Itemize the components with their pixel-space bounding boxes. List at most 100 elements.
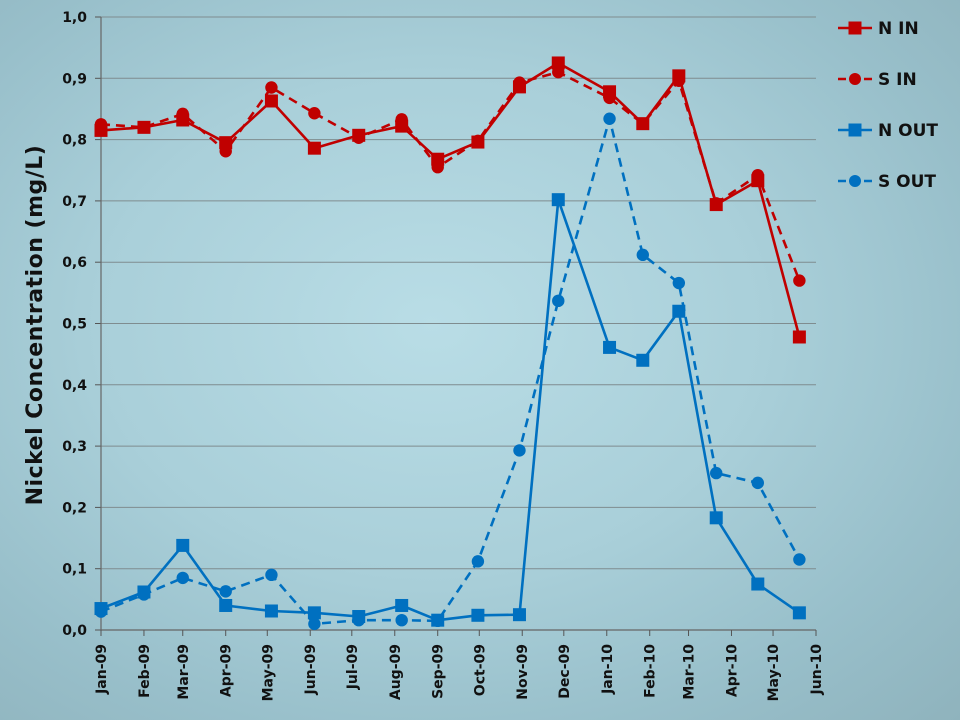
data-point-circle: [603, 112, 616, 125]
data-point-circle: [395, 613, 408, 627]
x-tick-label: Jan-10: [600, 644, 616, 695]
data-point-circle: [176, 571, 189, 585]
y-tick-label: 0,0: [62, 623, 87, 639]
data-point-square: [471, 608, 485, 622]
series-s-in: [94, 65, 806, 287]
x-tick-label: Dec-09: [557, 644, 573, 699]
data-point-circle: [308, 107, 321, 120]
data-point-circle: [513, 76, 526, 89]
y-tick-label: 0,5: [62, 317, 87, 333]
data-point-circle: [603, 91, 616, 105]
data-point-square: [672, 304, 686, 318]
data-point-circle: [471, 134, 485, 148]
legend-item: N OUT: [838, 121, 938, 141]
x-tick-label: Apr-10: [724, 644, 740, 697]
x-tick-label: Jul-09: [345, 644, 361, 690]
y-tick-label: 0,3: [62, 439, 87, 455]
y-tick-label: 0,2: [62, 500, 87, 516]
data-point-circle: [94, 118, 108, 131]
y-axis-label: Nickel Concentration (mg/L): [23, 145, 48, 506]
legend-item: S IN: [838, 70, 917, 90]
y-tick-label: 0,4: [62, 378, 87, 394]
x-tick-label: Sep-09: [431, 644, 447, 699]
series-line: [100, 61, 801, 338]
data-point-circle: [137, 121, 151, 134]
legend-swatch-marker: [849, 175, 861, 187]
y-tick-label: 0,1: [62, 562, 87, 578]
legend-swatch-marker: [849, 73, 861, 85]
data-point-circle: [710, 466, 723, 480]
data-point-circle: [710, 197, 723, 210]
data-point-circle: [352, 131, 365, 144]
data-point-square: [307, 141, 321, 155]
data-point-circle: [137, 588, 151, 601]
x-tick-label: Feb-09: [137, 644, 153, 698]
data-point-circle: [176, 107, 189, 121]
y-tick-label: 0,7: [62, 194, 87, 210]
data-point-square: [792, 606, 806, 620]
data-point-square: [512, 608, 526, 622]
y-tick-label: 0,9: [62, 71, 87, 87]
x-tick-label: Jan-09: [94, 644, 110, 695]
legend-label: N IN: [878, 19, 919, 39]
x-tick-label: Aug-09: [388, 644, 404, 700]
series-line: [100, 70, 801, 282]
data-point-circle: [552, 65, 565, 79]
legend-label: S IN: [878, 70, 917, 90]
series-s-out: [94, 112, 806, 631]
x-tick-label: Jun-10: [809, 644, 825, 696]
series-line: [100, 198, 801, 622]
grid-lines: [101, 16, 816, 570]
series-line: [100, 117, 801, 626]
data-point-square: [551, 56, 565, 70]
legend-swatch-marker: [848, 21, 862, 35]
data-point-circle: [431, 160, 444, 174]
x-tick-label: Mar-09: [176, 644, 192, 700]
data-point-square: [751, 577, 765, 591]
legend-label: N OUT: [878, 121, 938, 141]
data-point-circle: [265, 568, 278, 582]
data-point-circle: [431, 614, 444, 628]
series-n-in: [94, 56, 806, 344]
data-point-circle: [751, 476, 765, 490]
series-layer: [94, 56, 806, 631]
data-point-square: [636, 353, 650, 367]
data-point-circle: [395, 113, 408, 126]
data-point-circle: [793, 553, 806, 566]
y-tick-label: 1,0: [62, 10, 87, 26]
data-point-circle: [94, 605, 108, 618]
x-tick-label: May-10: [766, 644, 782, 702]
series-n-out: [94, 193, 806, 627]
legend-item: N IN: [838, 19, 919, 39]
data-point-circle: [672, 276, 686, 290]
data-point-circle: [513, 444, 526, 457]
data-point-circle: [219, 145, 232, 158]
x-tick-label: May-09: [260, 644, 276, 701]
data-point-square: [264, 94, 278, 108]
data-point-square: [219, 598, 233, 612]
data-point-circle: [471, 555, 485, 568]
data-point-circle: [636, 117, 649, 130]
data-point-circle: [219, 585, 232, 598]
data-point-circle: [672, 74, 686, 87]
data-point-circle: [793, 274, 806, 287]
legend-swatch-marker: [848, 123, 862, 137]
data-point-square: [709, 511, 723, 525]
data-point-square: [551, 193, 565, 207]
data-point-square: [395, 598, 409, 612]
x-tick-label: Jun-09: [303, 644, 319, 695]
x-tick-label: Apr-09: [219, 644, 235, 697]
x-tick-label: Feb-10: [643, 644, 659, 698]
x-tick-label: Nov-09: [515, 644, 531, 700]
data-point-circle: [308, 617, 321, 631]
data-point-circle: [751, 168, 765, 182]
data-point-square: [792, 330, 806, 344]
data-point-square: [603, 340, 617, 354]
data-point-circle: [552, 294, 565, 308]
tick-labels: 0,0 0,1 0,2 0,3 0,4 0,5 0,6 0,7 0,8 0,9 1,0 Jan-09 F…: [62, 10, 825, 701]
data-point-circle: [352, 613, 365, 627]
data-point-square: [307, 606, 321, 620]
y-tick-label: 0,6: [62, 255, 87, 271]
data-point-square: [219, 136, 233, 150]
